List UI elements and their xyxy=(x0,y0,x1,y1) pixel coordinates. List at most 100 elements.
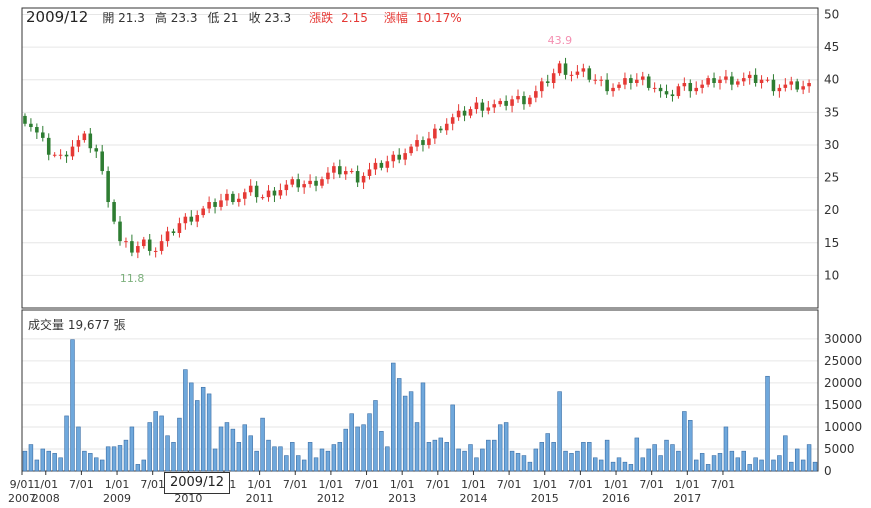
candle-body xyxy=(807,83,811,87)
volume-bar xyxy=(474,457,479,472)
x-tick-label: 7/01 xyxy=(639,478,664,491)
volume-bar xyxy=(610,461,616,472)
candle-body xyxy=(504,100,508,106)
candle-body xyxy=(284,184,289,191)
x-tick-label: 1/01 xyxy=(675,478,700,491)
x-tick-label: 1/01 xyxy=(461,478,486,491)
volume-bar xyxy=(28,444,34,472)
volume-bar xyxy=(313,457,319,472)
volume-bar xyxy=(765,375,770,472)
x-tick-label: 1/01 xyxy=(33,478,58,491)
x-tick-label: 1/01 xyxy=(247,478,272,491)
x-tick-label: 7/01 xyxy=(568,478,593,491)
volume-bar xyxy=(200,386,206,472)
volume-bar xyxy=(272,446,277,472)
volume-bar xyxy=(325,450,331,472)
volume-bar xyxy=(521,455,527,472)
candle-body xyxy=(629,78,633,83)
candle-body xyxy=(124,241,128,243)
volume-bar xyxy=(812,461,818,472)
volume-bar xyxy=(414,422,420,472)
candle-body xyxy=(421,140,425,145)
candle-body xyxy=(456,110,461,118)
candle-body xyxy=(272,190,277,196)
volume-bar xyxy=(373,400,378,472)
high-value: 23.3 xyxy=(170,11,198,25)
open-label: 開 xyxy=(102,11,115,25)
candle-body xyxy=(260,197,265,199)
candle-body xyxy=(450,117,455,124)
volume-bar xyxy=(183,369,188,472)
volume-bar xyxy=(88,453,93,472)
volume-bar xyxy=(622,461,628,472)
candle-body xyxy=(753,74,758,83)
volume-bar xyxy=(783,435,788,472)
candle-body xyxy=(403,153,407,160)
candle-body xyxy=(439,128,443,131)
ohlc-header: 2009/12 開 21.3 高 23.3 低 21 收 23.3 漲跌 2.15… xyxy=(26,8,470,30)
volume-bar xyxy=(420,382,426,472)
candle-body xyxy=(225,193,229,201)
volume-bar xyxy=(111,446,117,472)
volume-header: 成交量 19,677 張 xyxy=(28,318,126,332)
candle-body xyxy=(82,133,87,141)
x-year-label: 2013 xyxy=(388,492,416,505)
volume-bar xyxy=(741,450,746,472)
x-tick-label: 1/01 xyxy=(604,478,629,491)
volume-bar xyxy=(367,413,372,472)
volume-bar xyxy=(58,457,63,472)
candle-body xyxy=(801,86,805,90)
candle-body xyxy=(516,96,520,100)
candle-body xyxy=(444,123,449,131)
volume-bar xyxy=(705,464,711,472)
volume-bar xyxy=(717,453,723,472)
period-label: 2009/12 xyxy=(26,8,89,26)
x-year-label: 2012 xyxy=(317,492,345,505)
volume-bar xyxy=(462,450,467,472)
volume-bar xyxy=(509,450,515,472)
volume-bar xyxy=(676,450,681,472)
candle-body xyxy=(730,76,734,85)
volume-bar xyxy=(438,437,444,472)
candle-body xyxy=(563,63,568,75)
candle-body xyxy=(391,154,396,162)
volume-bar xyxy=(331,444,337,472)
candle-body xyxy=(171,231,176,233)
price-ytick-label: 25 xyxy=(824,171,839,185)
candle-body xyxy=(718,79,722,83)
volume-bar xyxy=(34,459,40,472)
candle-body xyxy=(29,123,33,128)
volume-bar xyxy=(557,391,562,472)
volume-bar xyxy=(165,435,170,472)
candle-body xyxy=(338,166,342,175)
volume-bar xyxy=(616,457,622,472)
candle-body xyxy=(88,133,93,149)
candle-body xyxy=(195,215,200,222)
volume-bar xyxy=(794,448,800,472)
candle-body xyxy=(700,84,704,88)
price-ytick-label: 40 xyxy=(824,73,839,87)
volume-bar xyxy=(652,444,657,472)
volume-bar xyxy=(604,439,610,472)
candle-body xyxy=(367,169,372,176)
x-year-label: 2016 xyxy=(602,492,630,505)
volume-bar xyxy=(147,422,152,472)
close-label: 收 xyxy=(248,11,261,25)
candle-body xyxy=(106,171,110,203)
volume-bar xyxy=(563,450,568,472)
candle-body xyxy=(254,185,259,198)
candle-body xyxy=(741,78,746,82)
volume-bar xyxy=(408,391,414,472)
volume-bar xyxy=(587,442,592,472)
volume-bar xyxy=(640,457,645,472)
x-tick-label: 7/01 xyxy=(711,478,736,491)
volume-bar xyxy=(379,431,384,472)
volume-bar xyxy=(349,413,354,472)
candle-body xyxy=(575,71,580,75)
candle-body xyxy=(58,154,63,156)
min-price-label: 11.8 xyxy=(120,272,145,285)
candle-body xyxy=(415,140,419,147)
candle-body xyxy=(587,68,592,80)
volume-bar xyxy=(284,455,289,472)
